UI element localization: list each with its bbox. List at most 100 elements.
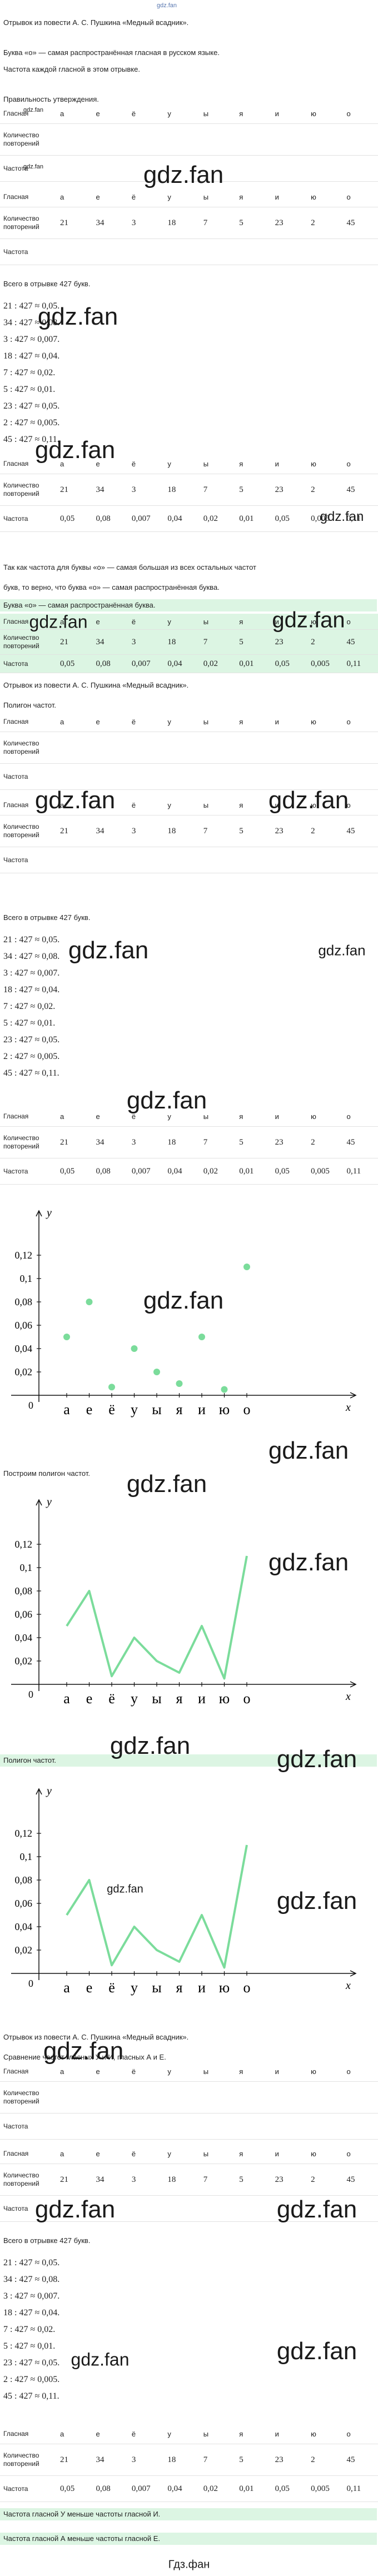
table-cell: 5 bbox=[239, 2175, 243, 2184]
table-cell: у bbox=[167, 1112, 171, 1121]
table-cell: а bbox=[60, 2067, 64, 2076]
table-cell: е bbox=[96, 800, 100, 809]
table-cell: 0,08 bbox=[96, 514, 111, 523]
table-cell: и bbox=[275, 717, 279, 726]
table-cell: 0,02 bbox=[203, 2484, 218, 2493]
frequency-point bbox=[131, 1345, 138, 1352]
frequency-point bbox=[108, 1384, 115, 1391]
table-cell: 0,04 bbox=[167, 659, 182, 668]
table-cell: 34 bbox=[96, 485, 105, 494]
table-cell: 34 bbox=[96, 1137, 105, 1147]
watermark: gdz.fan bbox=[126, 1087, 207, 1114]
calculation: 45 : 427 ≈ 0,11. bbox=[3, 435, 59, 444]
x-tick-label: ё bbox=[108, 1980, 115, 1996]
table-cell: 21 bbox=[60, 218, 68, 227]
y-tick-label: 0,04 bbox=[15, 1343, 33, 1354]
table-cell: а bbox=[60, 717, 64, 726]
table-cell: 7 bbox=[203, 826, 208, 836]
table-cell: ю bbox=[311, 617, 316, 626]
y-axis-arrow bbox=[36, 1788, 42, 1795]
row-label: Количество повторений bbox=[3, 481, 39, 498]
x-tick-label: и bbox=[198, 1401, 206, 1418]
y-axis-arrow bbox=[36, 1210, 42, 1217]
calculation: 5 : 427 ≈ 0,01. bbox=[3, 1018, 56, 1028]
row-label: Количество повторений bbox=[3, 2451, 39, 2468]
table-cell: я bbox=[239, 192, 243, 201]
table-cell: а bbox=[60, 109, 64, 118]
frequency-table: Гласная а е ё у ы я и ю о Количество повторений 21 3… bbox=[0, 614, 378, 673]
table-cell: 3 bbox=[131, 485, 136, 494]
table-cell: 2 bbox=[311, 637, 315, 647]
table-row: Частота bbox=[0, 764, 378, 790]
table-cell: 21 bbox=[60, 2175, 68, 2184]
y-tick-label: 0,1 bbox=[20, 1851, 33, 1862]
x-tick-label: ы bbox=[152, 1401, 161, 1418]
row-label: Частота bbox=[3, 2204, 28, 2212]
table-cell: ё bbox=[131, 2149, 136, 2158]
table-cell: 0,05 bbox=[60, 514, 75, 523]
table-cell: 21 bbox=[60, 1137, 68, 1147]
y-tick-label: 0,12 bbox=[15, 1250, 33, 1261]
table-row: Гласная а е ё у ы я и ю о bbox=[0, 1106, 378, 1127]
table-cell: 18 bbox=[167, 826, 176, 836]
table-cell: ё bbox=[131, 2067, 136, 2076]
table-cell: 2 bbox=[311, 2455, 315, 2464]
table-row: Частота 0,05 0,08 0,007 0,04 0,02 0,01 0,05 0,00… bbox=[0, 506, 378, 532]
table-cell: я bbox=[239, 459, 243, 468]
table-cell: 18 bbox=[167, 218, 176, 227]
y-tick-label: 0,12 bbox=[15, 1539, 33, 1550]
table-cell: 18 bbox=[167, 1137, 176, 1147]
row-label: Частота bbox=[3, 247, 28, 256]
table-cell: 5 bbox=[239, 637, 243, 647]
table-cell: ы bbox=[203, 1112, 209, 1121]
table-row: Частота bbox=[0, 2113, 378, 2140]
table-cell: 45 bbox=[346, 2175, 355, 2184]
table-cell: ы bbox=[203, 717, 209, 726]
table-cell: 0,005 bbox=[311, 514, 330, 523]
table-cell: и bbox=[275, 1112, 279, 1121]
table-cell: 45 bbox=[346, 637, 355, 647]
table-cell: е bbox=[96, 717, 100, 726]
frequency-point bbox=[221, 1386, 228, 1393]
y-tick-label: 0,08 bbox=[15, 1296, 33, 1307]
table-cell: а bbox=[60, 192, 64, 201]
table-cell: 0,04 bbox=[167, 1166, 182, 1176]
watermark: gdz.fan bbox=[276, 1745, 357, 1773]
table-cell: 0,01 bbox=[239, 1166, 254, 1176]
table-cell: 34 bbox=[96, 826, 105, 836]
table-cell: ы bbox=[203, 459, 209, 468]
table-cell: е bbox=[96, 459, 100, 468]
watermark: gdz.fan bbox=[68, 937, 149, 964]
y-tick-label: 0,04 bbox=[15, 1632, 33, 1643]
table-cell: о bbox=[346, 800, 351, 809]
table-cell: ю bbox=[311, 2067, 316, 2076]
table-row: Гласная а е ё у ы я и ю о bbox=[0, 2144, 378, 2164]
table-cell: ы bbox=[203, 2429, 209, 2438]
table-cell: и bbox=[275, 2429, 279, 2438]
table-row: Частота bbox=[0, 239, 378, 265]
x-axis-arrow bbox=[350, 1392, 357, 1399]
table-cell: ю bbox=[311, 459, 316, 468]
table-row: Количество повторений 21 34 3 18 7 5 23 2 45 bbox=[0, 630, 378, 655]
x-tick-label: а bbox=[63, 1401, 70, 1418]
table-cell: е bbox=[96, 109, 100, 118]
x-tick-label: е bbox=[86, 1980, 93, 1996]
y-tick-label: 0,02 bbox=[15, 1366, 33, 1377]
table-cell: ё bbox=[131, 459, 136, 468]
table-cell: у bbox=[167, 192, 171, 201]
x-tick-label: о bbox=[243, 1690, 251, 1707]
table-cell: 7 bbox=[203, 2455, 208, 2464]
frequency-table: Гласная а е ё у ы я и ю о Количество повторений Час… bbox=[0, 2061, 378, 2140]
table-cell: 7 bbox=[203, 485, 208, 494]
x-axis-label: x bbox=[345, 1401, 351, 1414]
table-row: Гласная а е ё у ы я и ю о bbox=[0, 187, 378, 207]
table-cell: 23 bbox=[275, 218, 284, 227]
frequency-point bbox=[86, 1299, 93, 1305]
calculation: 23 : 427 ≈ 0,05. bbox=[3, 2358, 60, 2368]
table-cell: 0,02 bbox=[203, 1166, 218, 1176]
calculation: 2 : 427 ≈ 0,005. bbox=[3, 1052, 60, 1061]
table-cell: 0,05 bbox=[275, 1166, 290, 1176]
table-cell: 0,01 bbox=[239, 2484, 254, 2493]
table-cell: у bbox=[167, 2067, 171, 2076]
table-cell: о bbox=[346, 2429, 351, 2438]
